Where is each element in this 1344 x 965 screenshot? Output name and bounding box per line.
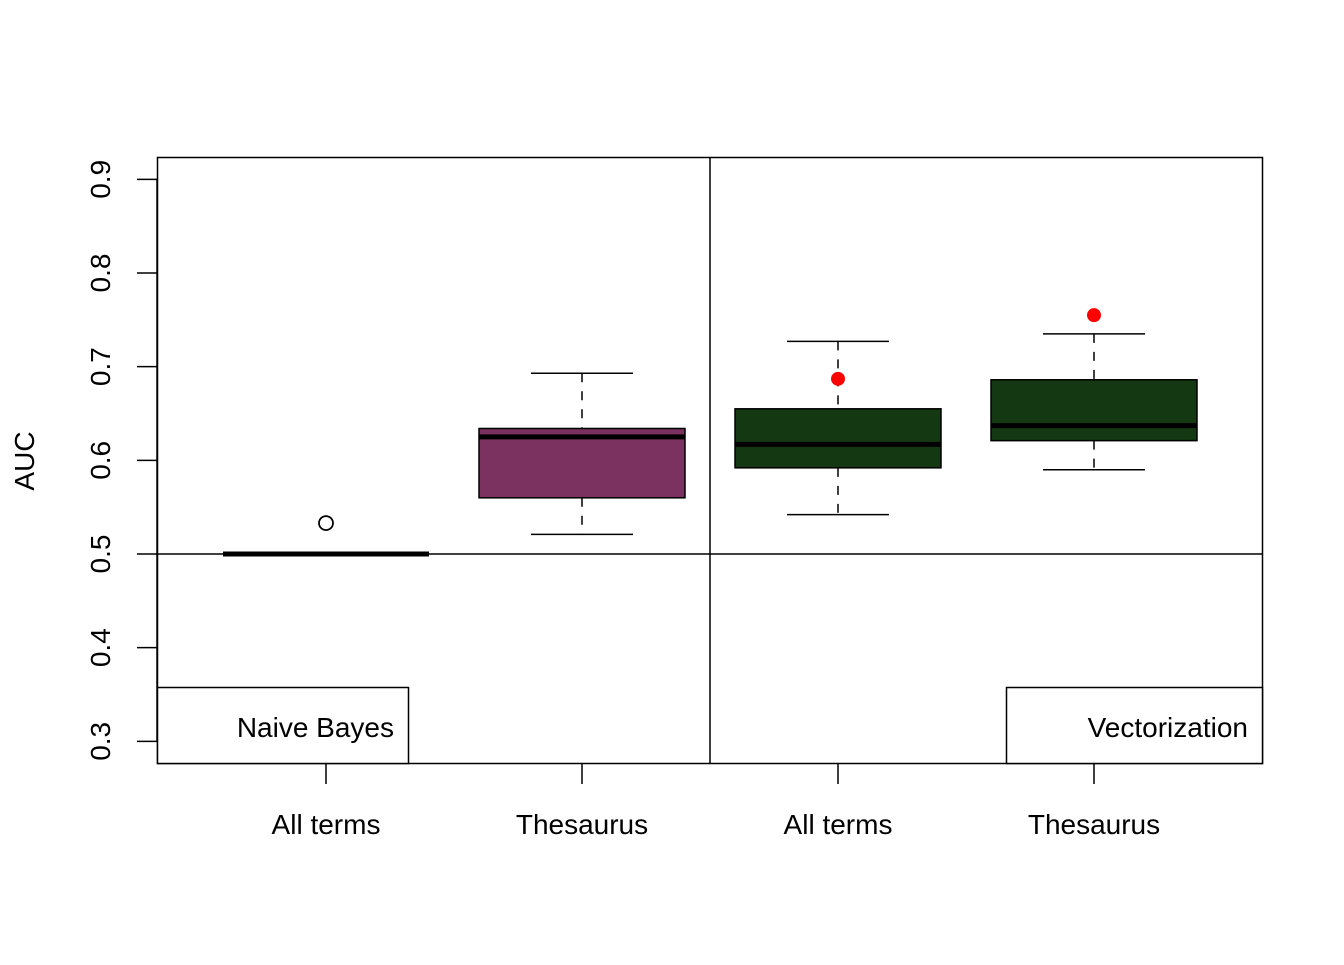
y-tick-label: 0.5 [85,535,116,574]
box-iqr [478,427,686,499]
y-tick-label: 0.8 [85,254,116,293]
y-axis: 0.3 0.4 0.5 0.6 0.7 0.8 0.9 [85,160,158,761]
plot-area [156,156,1264,765]
highlight-point [1087,308,1101,323]
x-tick-label-thesaurus-nb: Thesaurus [516,809,648,840]
y-tick-label: 0.6 [85,441,116,480]
box-naive-bayes-all-terms [223,515,429,557]
y-tick-label: 0.9 [85,160,116,199]
y-tick-label: 0.7 [85,347,116,386]
x-tick-label-all-terms-nb: All terms [272,809,381,840]
group-label-vectorization-text: Vectorization [1088,712,1248,743]
box-naive-bayes-thesaurus [478,372,686,536]
y-tick-label: 0.3 [85,722,116,761]
group-label-naive-bayes: Naive Bayes [156,686,410,765]
box-iqr [990,379,1198,442]
boxes [223,308,1198,557]
x-tick-label-thesaurus-vec: Thesaurus [1028,809,1160,840]
group-label-vectorization: Vectorization [1005,686,1264,765]
x-tick-label-all-terms-vec: All terms [784,809,893,840]
box-vectorization-thesaurus [990,308,1198,471]
group-label-naive-bayes-text: Naive Bayes [237,712,394,743]
y-tick-label: 0.4 [85,628,116,667]
y-axis-label: AUC [9,431,40,490]
box-vectorization-all-terms [734,340,942,516]
x-axis: All terms Thesaurus All terms Thesaurus [272,764,1160,840]
highlight-point [831,371,845,386]
outlier-point [318,515,334,531]
box-iqr [734,408,942,469]
